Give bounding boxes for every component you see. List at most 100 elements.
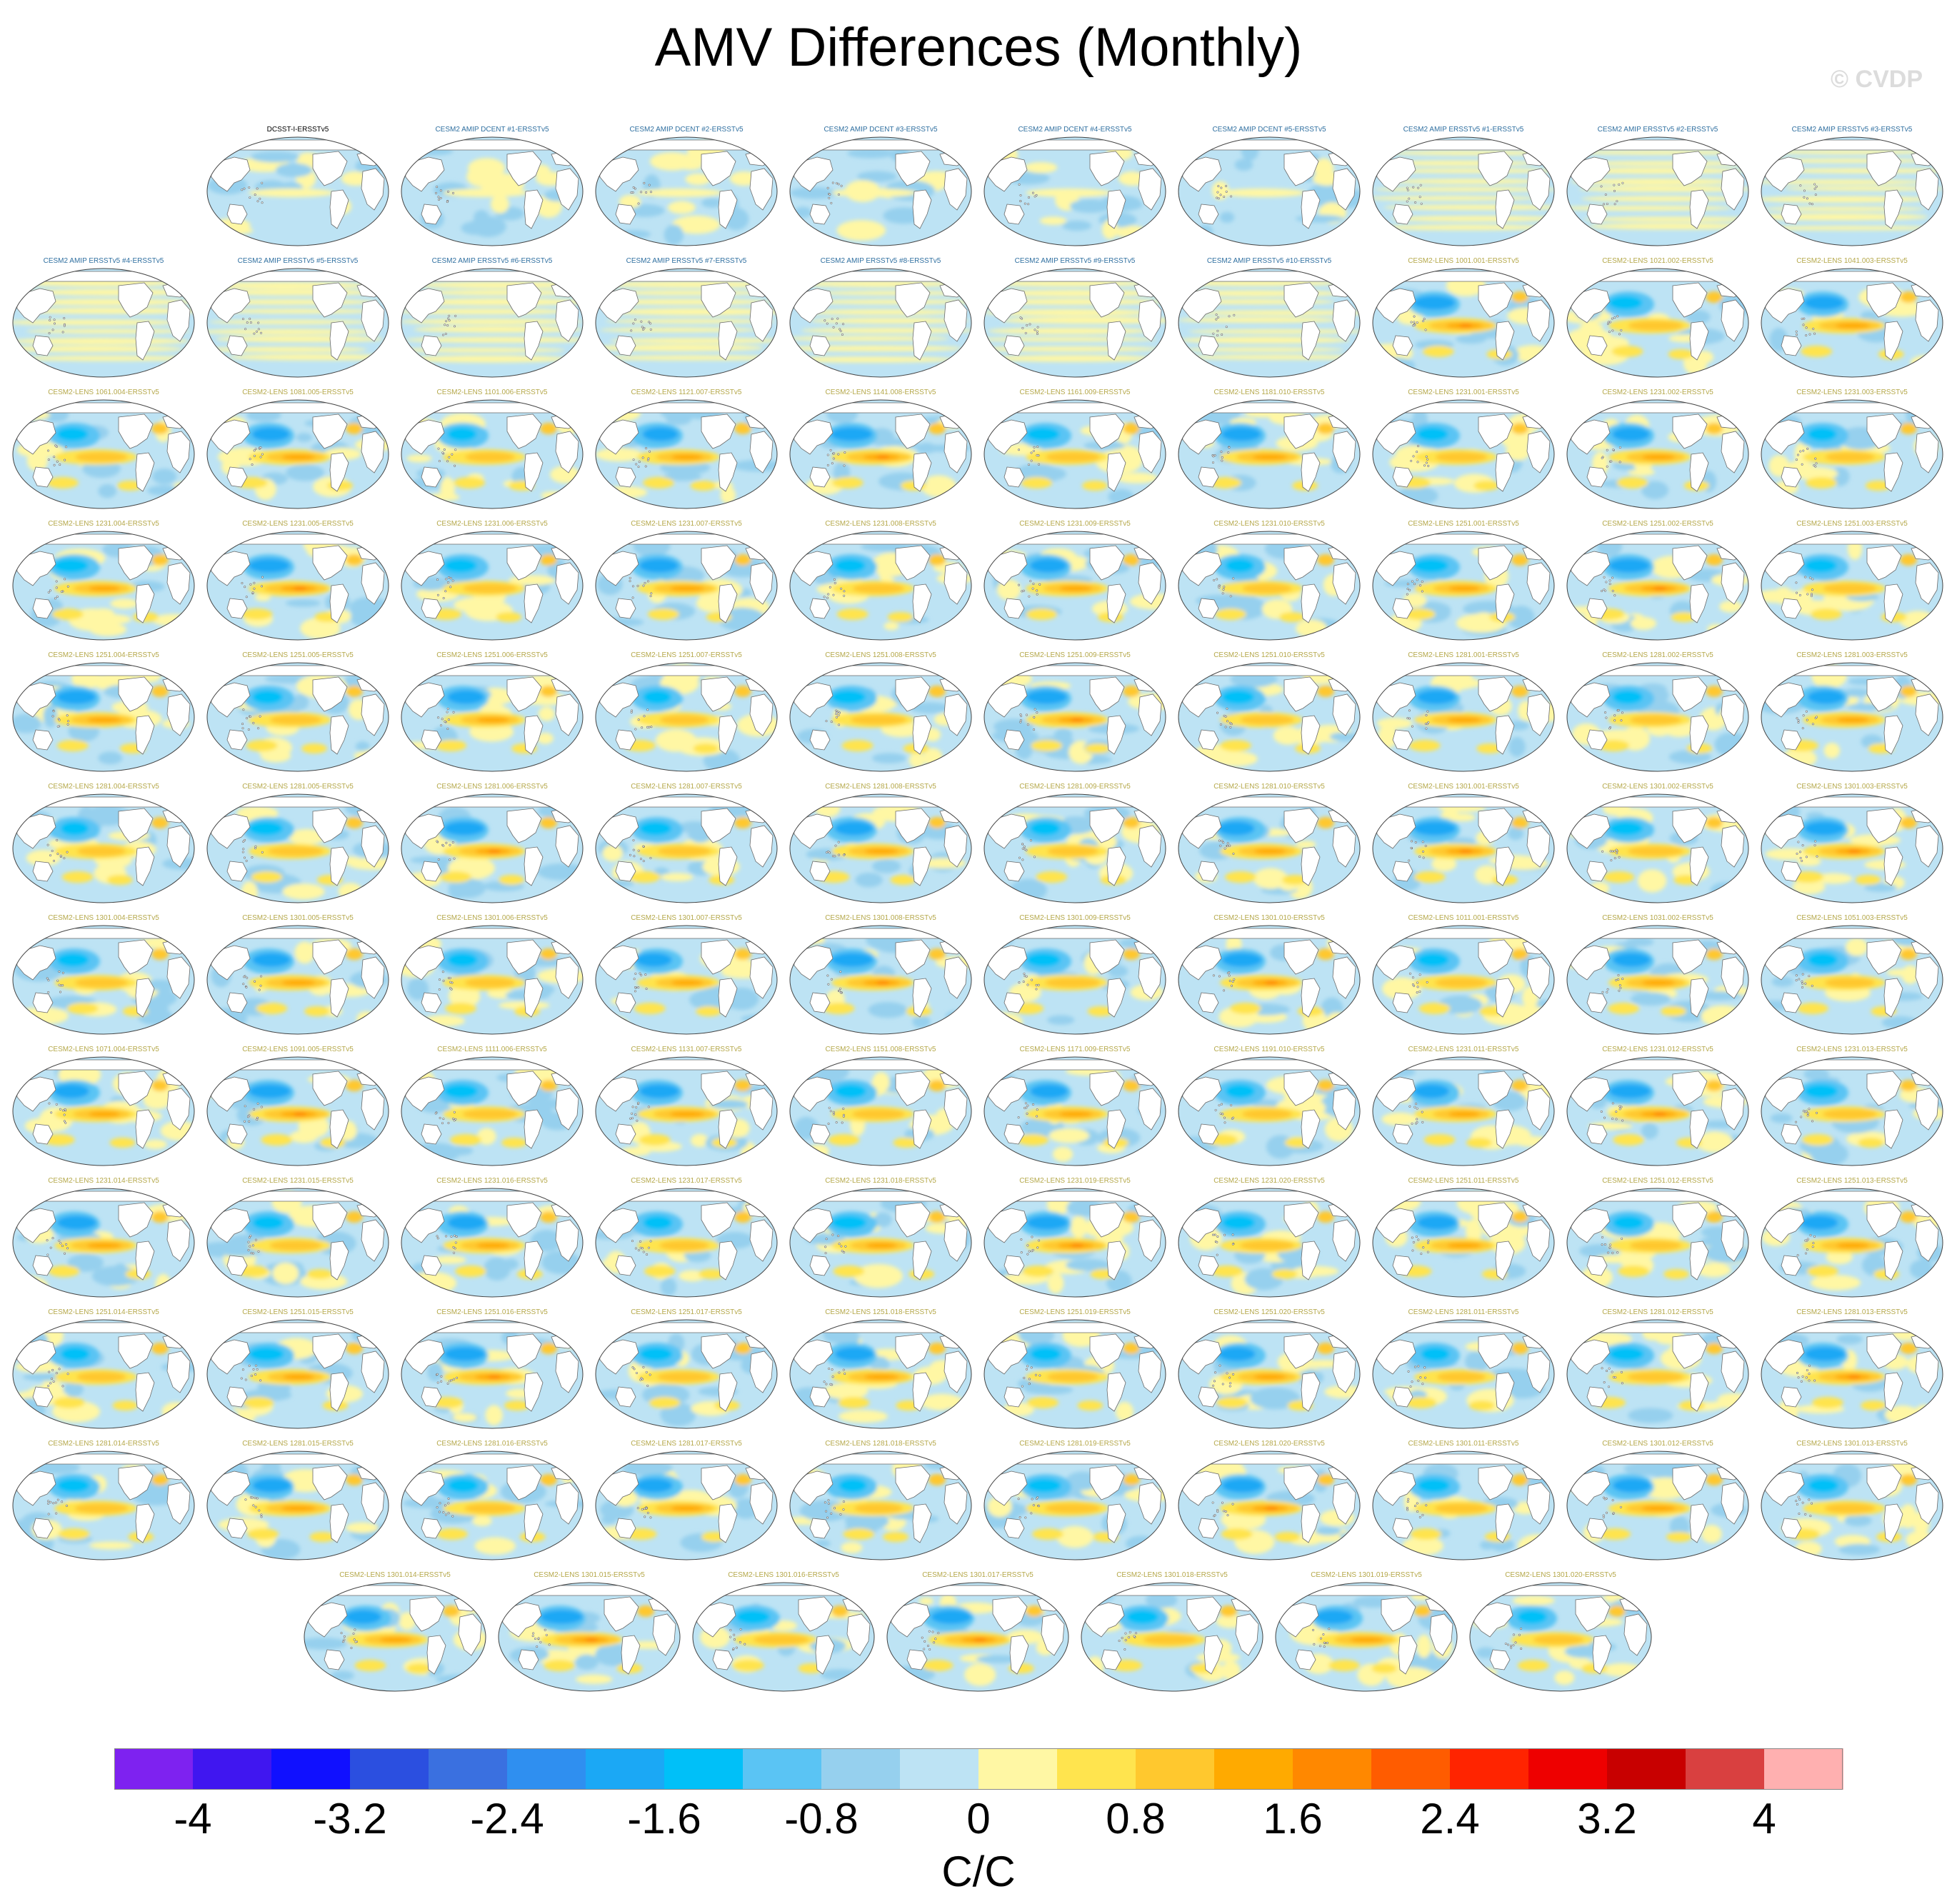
global-map: [1372, 925, 1555, 1035]
map-panel: CESM2-LENS 1001.001-ERSSTv5: [1370, 257, 1557, 379]
map-panel-title: CESM2-LENS 1231.005-ERSSTv5: [242, 520, 354, 528]
global-map: [1761, 1188, 1943, 1298]
colorbar-tick-label: 3.2: [1577, 1795, 1637, 1843]
map-panel-title: CESM2-LENS 1181.010-ERSSTv5: [1213, 389, 1325, 396]
global-map: [1761, 136, 1943, 246]
map-panel: CESM2-LENS 1281.010-ERSSTv5: [1176, 783, 1363, 904]
map-panel: CESM2-LENS 1281.009-ERSSTv5: [981, 783, 1168, 904]
global-map: [1566, 1450, 1749, 1560]
map-panel-title: CESM2-LENS 1301.007-ERSSTv5: [631, 914, 742, 922]
global-map: [1178, 793, 1361, 903]
map-panel: CESM2-LENS 1231.006-ERSSTv5: [399, 520, 586, 641]
map-panel-title: CESM2-LENS 1301.011-ERSSTv5: [1408, 1440, 1519, 1448]
map-panel: CESM2-LENS 1301.010-ERSSTv5: [1176, 914, 1363, 1036]
global-map: [1178, 1188, 1361, 1298]
map-panel: CESM2-LENS 1061.004-ERSSTv5: [10, 389, 197, 510]
map-panel: CESM2-LENS 1301.003-ERSSTv5: [1758, 783, 1946, 904]
map-panel: CESM2-LENS 1251.002-ERSSTv5: [1564, 520, 1751, 641]
global-map: [983, 793, 1166, 903]
map-panel: CESM2-LENS 1301.017-ERSSTv5: [884, 1571, 1071, 1693]
map-panel-title: CESM2-LENS 1281.010-ERSSTv5: [1213, 783, 1325, 791]
map-panel: CESM2-LENS 1251.017-ERSSTv5: [593, 1308, 780, 1430]
map-panel-title: CESM2-LENS 1231.018-ERSSTv5: [825, 1177, 936, 1185]
colorbar-swatch: [1450, 1748, 1529, 1790]
map-panel: CESM2-LENS 1301.012-ERSSTv5: [1564, 1440, 1751, 1561]
map-panel: CESM2-LENS 1231.016-ERSSTv5: [399, 1177, 586, 1298]
map-panel: CESM2 AMIP DCENT #1-ERSSTv5: [399, 126, 586, 247]
map-panel: CESM2-LENS 1231.015-ERSSTv5: [204, 1177, 391, 1298]
global-map: [12, 1056, 195, 1166]
map-panel-title: CESM2-LENS 1231.020-ERSSTv5: [1213, 1177, 1325, 1185]
global-map: [595, 1056, 778, 1166]
global-map: [595, 793, 778, 903]
map-panel-title: CESM2-LENS 1231.003-ERSSTv5: [1796, 389, 1908, 396]
global-map: [1761, 1450, 1943, 1560]
map-panel: CESM2-LENS 1231.010-ERSSTv5: [1176, 520, 1363, 641]
global-map: [983, 136, 1166, 246]
map-panel: CESM2-LENS 1301.005-ERSSTv5: [204, 914, 391, 1036]
map-panel-title: CESM2-LENS 1251.011-ERSSTv5: [1408, 1177, 1519, 1185]
colorbar-swatch: [586, 1748, 665, 1790]
colorbar-swatch: [271, 1748, 351, 1790]
map-panel-title: CESM2-LENS 1231.017-ERSSTv5: [631, 1177, 742, 1185]
global-map: [1372, 1056, 1555, 1166]
global-map: [1761, 1319, 1943, 1429]
map-panel: CESM2-LENS 1281.015-ERSSTv5: [204, 1440, 391, 1561]
map-panel: CESM2-LENS 1231.020-ERSSTv5: [1176, 1177, 1363, 1298]
global-map: [206, 793, 389, 903]
map-panel: CESM2 AMIP ERSSTv5 #10-ERSSTv5: [1176, 257, 1363, 379]
map-panel: CESM2-LENS 1281.013-ERSSTv5: [1758, 1308, 1946, 1430]
map-panel: CESM2 AMIP ERSSTv5 #6-ERSSTv5: [399, 257, 586, 379]
map-panel: CESM2-LENS 1231.007-ERSSTv5: [593, 520, 780, 641]
map-panel: CESM2-LENS 1231.003-ERSSTv5: [1758, 389, 1946, 510]
global-map: [12, 1450, 195, 1560]
map-panel: CESM2 AMIP ERSSTv5 #1-ERSSTv5: [1370, 126, 1557, 247]
global-map: [1178, 1450, 1361, 1560]
page-title: AMV Differences (Monthly): [654, 17, 1303, 78]
global-map: [789, 925, 972, 1035]
map-panel-title: CESM2-LENS 1251.009-ERSSTv5: [1019, 651, 1131, 659]
global-map: [206, 1056, 389, 1166]
map-panel: CESM2-LENS 1281.014-ERSSTv5: [10, 1440, 197, 1561]
map-panel: CESM2-LENS 1231.014-ERSSTv5: [10, 1177, 197, 1298]
map-panel: CESM2 AMIP DCENT #2-ERSSTv5: [593, 126, 780, 247]
global-map: [1178, 268, 1361, 378]
map-panel: CESM2 AMIP ERSSTv5 #3-ERSSTv5: [1758, 126, 1946, 247]
map-panel-title: CESM2-LENS 1281.009-ERSSTv5: [1019, 783, 1131, 791]
map-panel: CESM2-LENS 1281.020-ERSSTv5: [1176, 1440, 1363, 1561]
map-panel: CESM2-LENS 1231.012-ERSSTv5: [1564, 1046, 1751, 1167]
global-map: [983, 1319, 1166, 1429]
map-panel-title: CESM2 AMIP ERSSTv5 #9-ERSSTv5: [1014, 257, 1136, 265]
map-panel-title: CESM2-LENS 1281.003-ERSSTv5: [1796, 651, 1908, 659]
map-panel: CESM2 AMIP DCENT #5-ERSSTv5: [1176, 126, 1363, 247]
map-panel: CESM2-LENS 1231.019-ERSSTv5: [981, 1177, 1168, 1298]
map-panel-title: CESM2 AMIP ERSSTv5 #4-ERSSTv5: [43, 257, 164, 265]
map-panel-title: DCSST-I-ERSSTv5: [266, 126, 329, 134]
map-panel: CESM2-LENS 1281.001-ERSSTv5: [1370, 651, 1557, 773]
map-panel-title: CESM2-LENS 1231.010-ERSSTv5: [1213, 520, 1325, 528]
global-map: [401, 925, 584, 1035]
map-panel-title: CESM2-LENS 1281.004-ERSSTv5: [48, 783, 159, 791]
global-map: [1566, 136, 1749, 246]
map-panel: CESM2-LENS 1191.010-ERSSTv5: [1176, 1046, 1363, 1167]
map-panel-title: CESM2-LENS 1251.006-ERSSTv5: [436, 651, 548, 659]
map-panel-title: CESM2-LENS 1301.006-ERSSTv5: [436, 914, 548, 922]
colorbar-swatch: [114, 1748, 194, 1790]
map-panel: CESM2-LENS 1281.012-ERSSTv5: [1564, 1308, 1751, 1430]
map-panel-title: CESM2-LENS 1231.019-ERSSTv5: [1019, 1177, 1131, 1185]
colorbar-unit-label: C/C: [941, 1848, 1016, 1895]
map-panel: CESM2-LENS 1281.003-ERSSTv5: [1758, 651, 1946, 773]
map-panel: CESM2-LENS 1251.003-ERSSTv5: [1758, 520, 1946, 641]
map-panel: CESM2-LENS 1301.009-ERSSTv5: [981, 914, 1168, 1036]
global-map: [498, 1582, 681, 1692]
map-panel-title: CESM2-LENS 1281.018-ERSSTv5: [825, 1440, 936, 1448]
map-panel-title: CESM2-LENS 1281.016-ERSSTv5: [436, 1440, 548, 1448]
global-map: [1469, 1582, 1652, 1692]
colorbar-tick-label: 0.8: [1106, 1795, 1166, 1843]
map-panel: CESM2 AMIP ERSSTv5 #4-ERSSTv5: [10, 257, 197, 379]
map-panel-title: CESM2 AMIP DCENT #2-ERSSTv5: [629, 126, 744, 134]
map-panel: CESM2-LENS 1251.019-ERSSTv5: [981, 1308, 1168, 1430]
map-panel-title: CESM2-LENS 1301.008-ERSSTv5: [825, 914, 936, 922]
global-map: [1372, 399, 1555, 509]
map-panel: CESM2-LENS 1281.008-ERSSTv5: [787, 783, 974, 904]
